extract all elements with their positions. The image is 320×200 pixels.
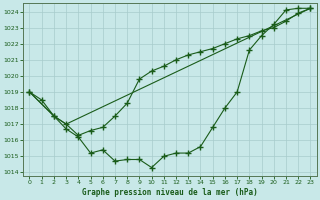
X-axis label: Graphe pression niveau de la mer (hPa): Graphe pression niveau de la mer (hPa) <box>82 188 258 197</box>
